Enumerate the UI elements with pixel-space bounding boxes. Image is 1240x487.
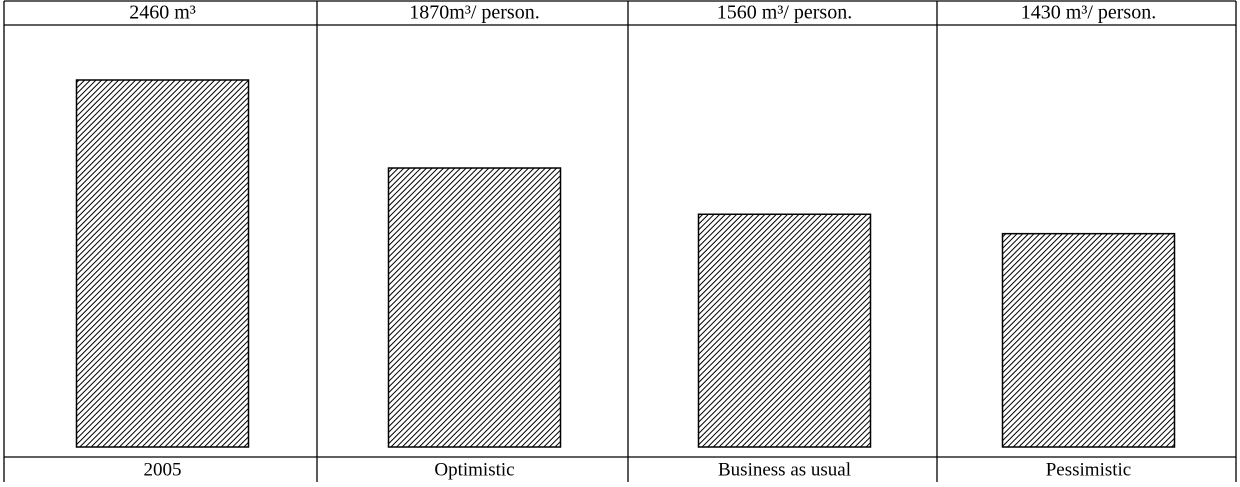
value-label: 1430 m³/ person.	[1021, 2, 1156, 24]
bar	[387, 167, 562, 448]
table-frame	[3, 0, 1237, 482]
value-label: 1560 m³/ person.	[717, 2, 852, 24]
value-label: 2460 m³	[129, 2, 196, 24]
bar	[75, 79, 250, 448]
value-label: 1870m³/ person.	[409, 2, 539, 24]
category-label: 2005	[144, 459, 182, 480]
category-label: Pessimistic	[1046, 459, 1132, 480]
bar	[1001, 232, 1176, 448]
category-label: Business as usual	[718, 459, 851, 480]
category-label: Optimistic	[434, 459, 514, 480]
bar	[697, 213, 872, 448]
